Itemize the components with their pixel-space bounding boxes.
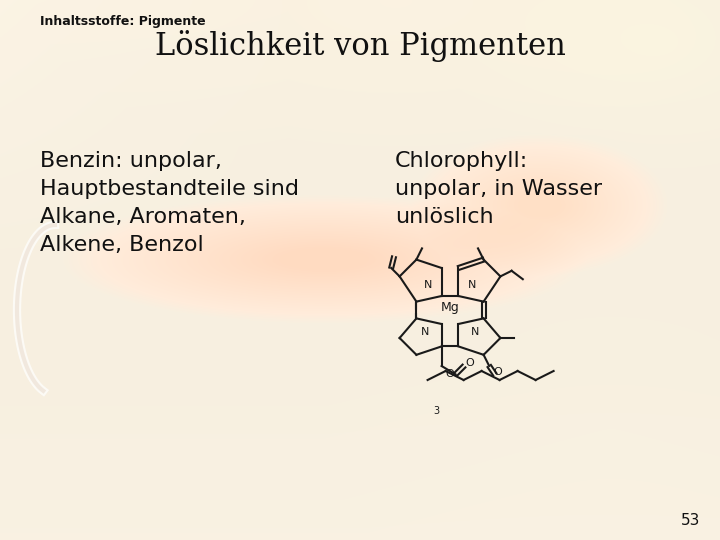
Text: Chlorophyll:
unpolar, in Wasser
unlöslich: Chlorophyll: unpolar, in Wasser unlöslic… bbox=[395, 151, 602, 227]
Text: Löslichkeit von Pigmenten: Löslichkeit von Pigmenten bbox=[155, 30, 565, 62]
Text: 53: 53 bbox=[680, 513, 700, 528]
Text: 3: 3 bbox=[433, 406, 439, 416]
Text: N: N bbox=[420, 327, 429, 338]
Text: O: O bbox=[493, 367, 502, 376]
Text: N: N bbox=[471, 327, 480, 338]
Text: Mg: Mg bbox=[441, 301, 459, 314]
Text: N: N bbox=[468, 280, 477, 290]
Text: N: N bbox=[423, 280, 432, 290]
Text: O: O bbox=[446, 369, 454, 380]
Text: O: O bbox=[465, 358, 474, 368]
Text: Benzin: unpolar,
Hauptbestandteile sind
Alkane, Aromaten,
Alkene, Benzol: Benzin: unpolar, Hauptbestandteile sind … bbox=[40, 151, 299, 255]
Text: Inhaltsstoffe: Pigmente: Inhaltsstoffe: Pigmente bbox=[40, 15, 206, 28]
